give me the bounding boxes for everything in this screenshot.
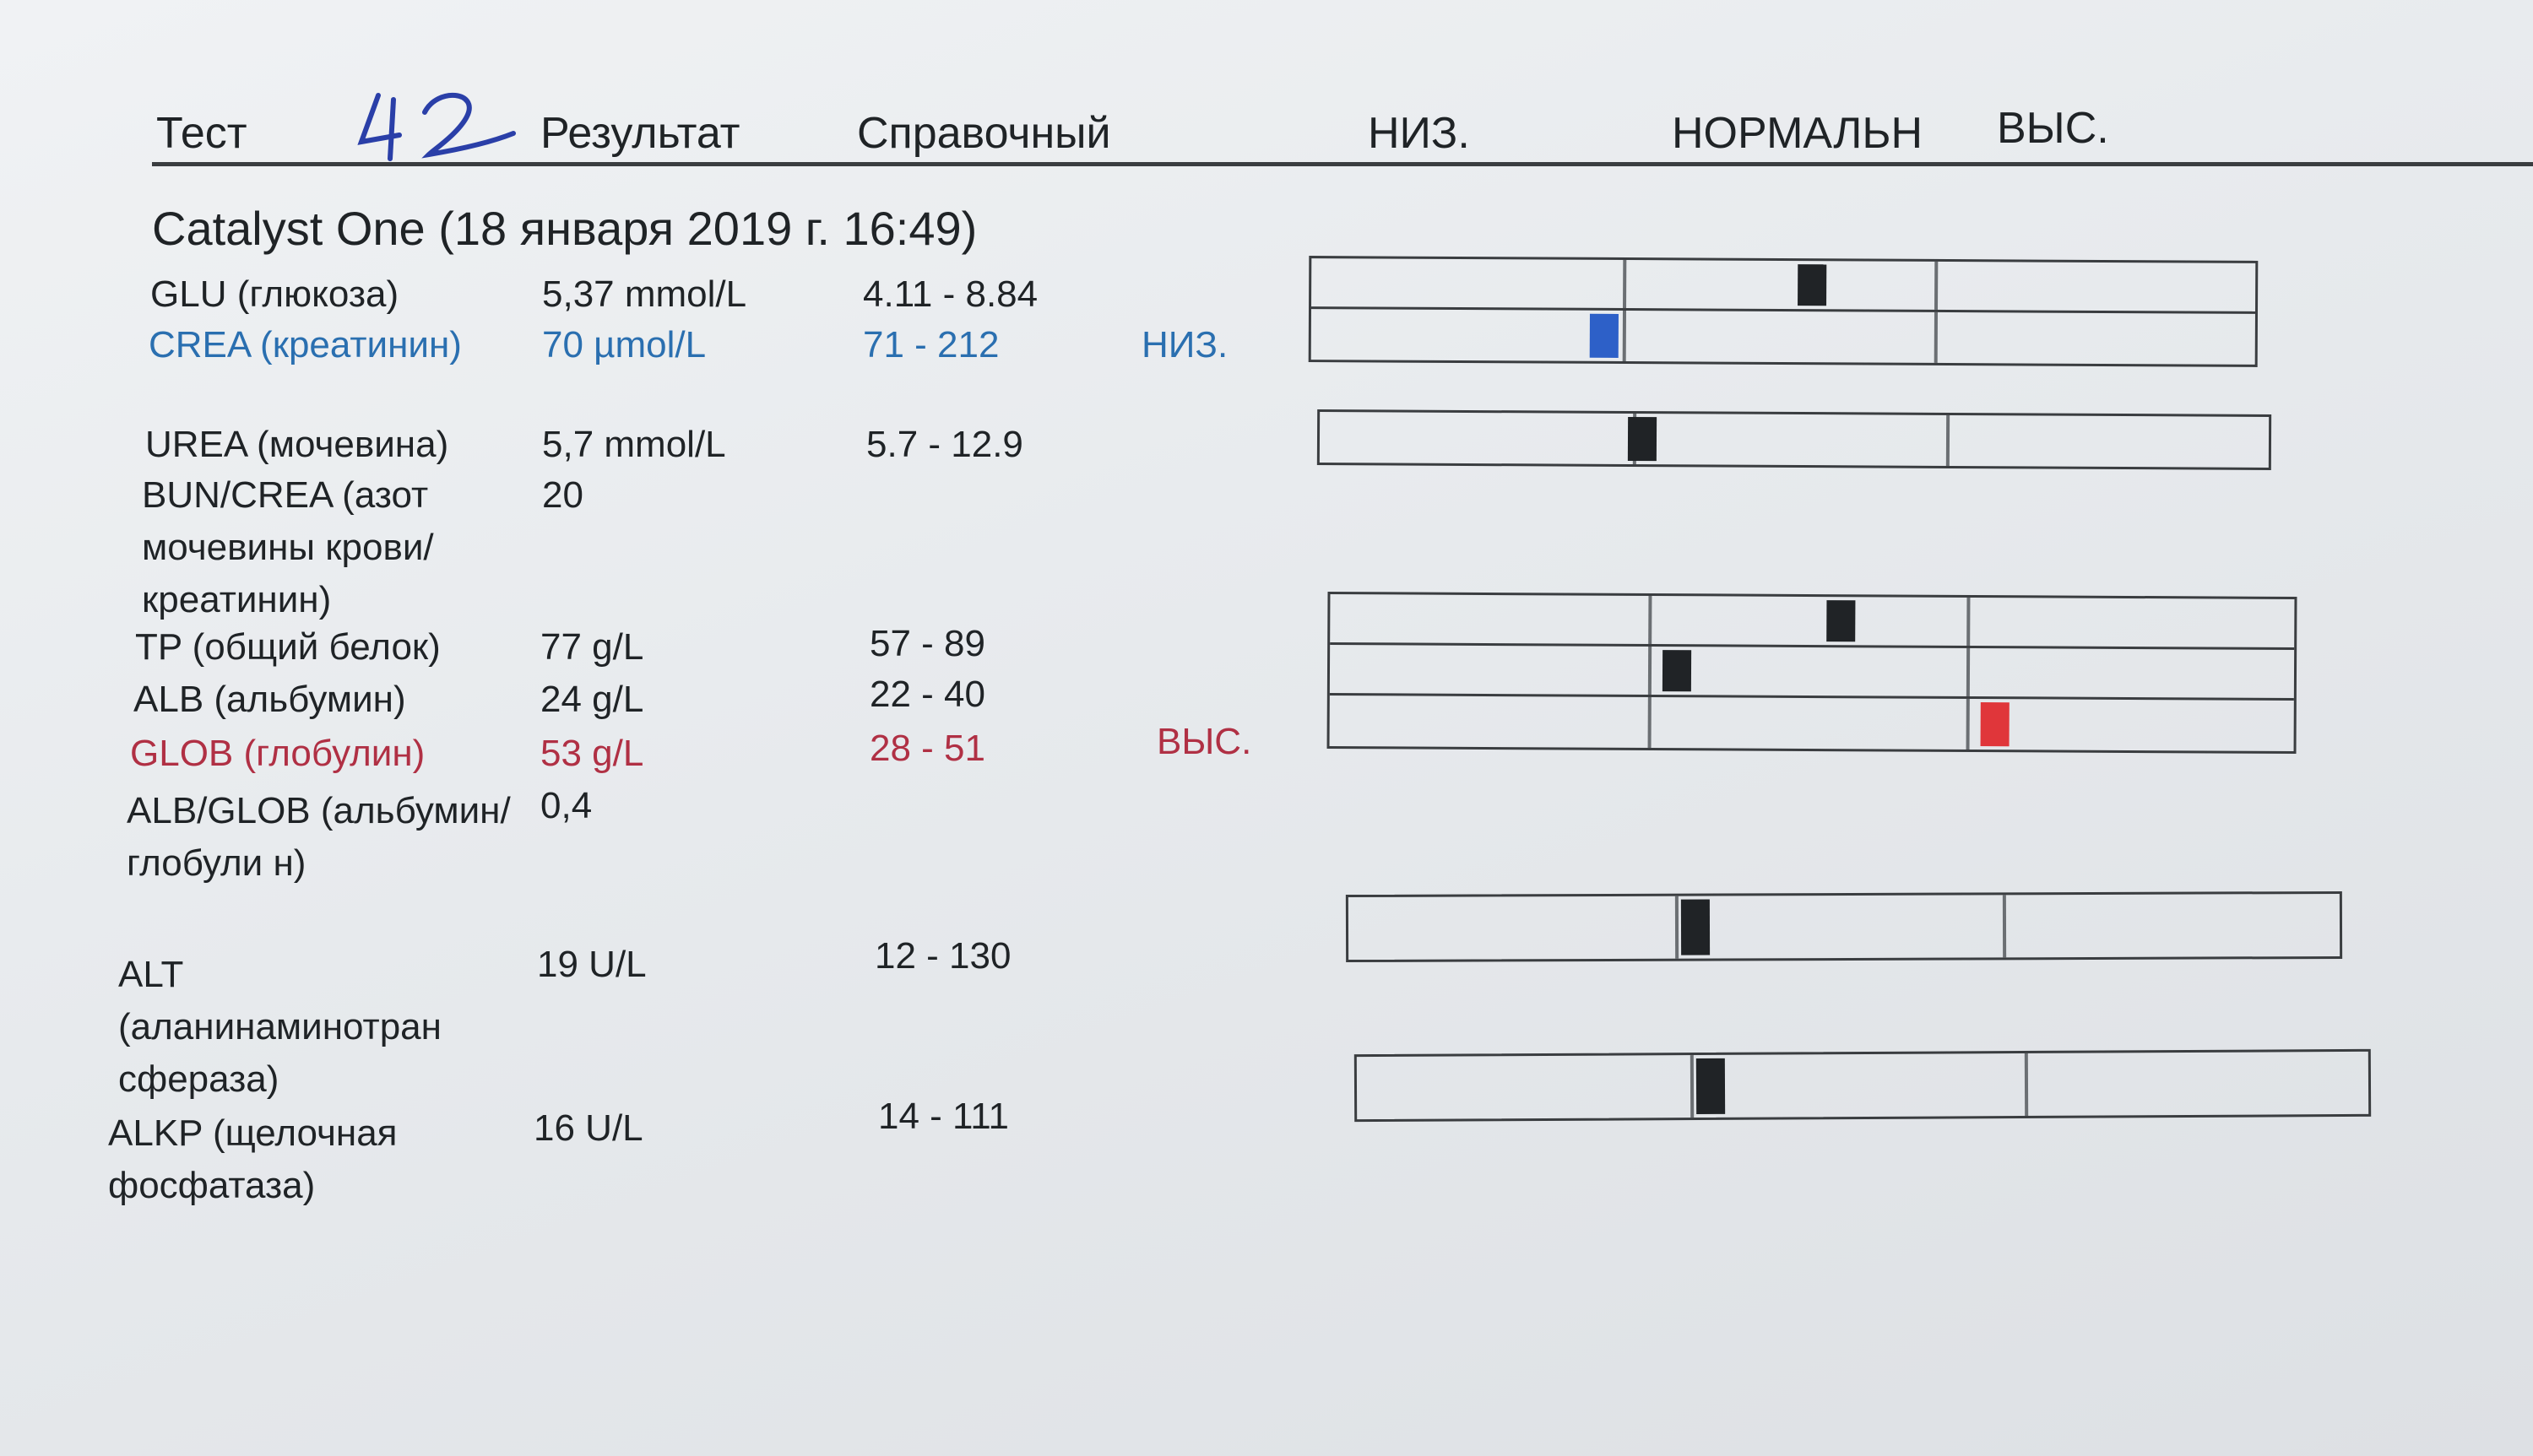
range-divider-high bbox=[1945, 414, 1950, 466]
test-name-urea: UREA (мочевина) bbox=[145, 424, 449, 465]
range-divider-high bbox=[1966, 597, 1971, 646]
range-marker-glob bbox=[1980, 702, 2010, 747]
reference-glob: 28 - 51 bbox=[870, 728, 985, 769]
range-divider-low bbox=[1622, 311, 1626, 362]
range-graph-alt bbox=[1345, 890, 2343, 963]
reference-alt: 12 - 130 bbox=[875, 935, 1012, 977]
range-divider-high bbox=[1966, 647, 1970, 696]
range-divider-high bbox=[1934, 311, 1938, 363]
handwritten-number-42 bbox=[357, 92, 516, 161]
range-divider-low bbox=[1648, 595, 1652, 645]
result-alt: 19 U/L bbox=[537, 944, 647, 985]
range-bar-crea bbox=[1311, 309, 2255, 365]
range-marker-crea bbox=[1589, 313, 1619, 358]
range-divider-low bbox=[1647, 646, 1652, 696]
test-name-crea: CREA (креатинин) bbox=[149, 324, 462, 365]
result-alb: 24 g/L bbox=[540, 679, 644, 720]
range-marker-glu bbox=[1797, 264, 1826, 306]
range-bar-glob bbox=[1330, 696, 2294, 751]
header-high: ВЫС. bbox=[1997, 104, 2109, 153]
result-tp: 77 g/L bbox=[540, 626, 644, 668]
range-marker-alb bbox=[1662, 650, 1692, 692]
result-glu: 5,37 mmol/L bbox=[542, 273, 747, 315]
reference-alb: 22 - 40 bbox=[870, 674, 985, 715]
range-bar-urea bbox=[1320, 412, 2269, 468]
range-marker-urea bbox=[1628, 416, 1657, 462]
analyzer-title: Catalyst One (18 января 2019 г. 16:49) bbox=[152, 202, 978, 255]
range-divider-high bbox=[1934, 261, 1939, 310]
reference-alkp: 14 - 111 bbox=[878, 1096, 1009, 1137]
header-normal: НОРМАЛЬН bbox=[1672, 109, 1923, 158]
range-divider-high bbox=[2002, 895, 2006, 958]
range-marker-alkp bbox=[1696, 1058, 1726, 1115]
range-marker-alt bbox=[1680, 899, 1711, 955]
result-alkp: 16 U/L bbox=[534, 1107, 643, 1149]
range-bar-tp bbox=[1330, 594, 2295, 650]
flag-crea: НИЗ. bbox=[1142, 324, 1229, 365]
test-name-glob: GLOB (глобулин) bbox=[130, 733, 426, 774]
test-name-alb: ALB (альбумин) bbox=[133, 679, 406, 720]
range-divider-low bbox=[1647, 696, 1652, 749]
reference-tp: 57 - 89 bbox=[870, 623, 985, 664]
range-bar-alt bbox=[1348, 894, 2340, 960]
result-urea: 5,7 mmol/L bbox=[542, 424, 726, 465]
result-alb-glob: 0,4 bbox=[540, 785, 593, 826]
range-bar-alb bbox=[1329, 645, 2295, 701]
result-bun-crea: 20 bbox=[542, 474, 583, 516]
range-divider-low bbox=[1675, 896, 1679, 959]
range-divider-high bbox=[1966, 698, 1970, 750]
flag-glob: ВЫС. bbox=[1157, 721, 1252, 762]
header-low: НИЗ. bbox=[1368, 109, 1470, 158]
range-graph-glu-crea bbox=[1308, 256, 2259, 367]
header-rule bbox=[152, 162, 2533, 166]
range-divider-high bbox=[2024, 1053, 2028, 1116]
reference-glu: 4.11 - 8.84 bbox=[863, 273, 1039, 315]
reference-crea: 71 - 212 bbox=[863, 324, 1000, 365]
reference-urea: 5.7 - 12.9 bbox=[866, 424, 1023, 465]
result-crea: 70 µmol/L bbox=[542, 324, 707, 365]
test-name-glu: GLU (глюкоза) bbox=[150, 273, 399, 315]
range-graph-proteins bbox=[1326, 591, 2297, 755]
header-test: Тест bbox=[156, 109, 247, 158]
test-name-alb-glob: ALB/GLOB (альбумин/глобули н) bbox=[127, 790, 511, 884]
test-name-bun-crea: BUN/CREA (азот мочевины крови/креатинин) bbox=[142, 474, 434, 620]
test-name-alt: ALT (аланинаминотран сфераза) bbox=[118, 954, 442, 1100]
range-divider-low bbox=[1690, 1055, 1695, 1118]
range-marker-tp bbox=[1826, 600, 1856, 642]
range-graph-alkp bbox=[1353, 1048, 2372, 1123]
range-divider-low bbox=[1622, 260, 1627, 309]
test-name-tp: TP (общий белок) bbox=[135, 626, 441, 668]
header-result: Результат bbox=[540, 109, 740, 158]
range-bar-alkp bbox=[1357, 1052, 2368, 1119]
result-glob: 53 g/L bbox=[540, 733, 644, 774]
range-bar-glu bbox=[1311, 258, 2256, 314]
header-reference: Справочный bbox=[857, 109, 1111, 158]
range-graph-urea bbox=[1316, 409, 2272, 470]
test-name-alkp: ALKP (щелочная фосфатаза) bbox=[108, 1112, 398, 1206]
